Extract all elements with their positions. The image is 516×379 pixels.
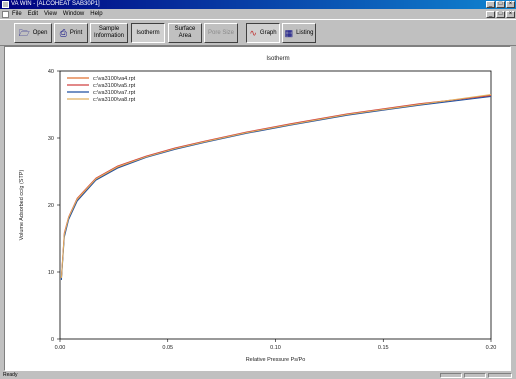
series-line-3 — [60, 96, 492, 281]
chart-title: Isotherm — [266, 56, 289, 62]
plot-frame — [59, 70, 492, 340]
status-cell-2 — [464, 373, 486, 378]
series-line-1 — [60, 94, 492, 279]
title-bar: VA WIN - [ALCOHEAT SAB30P1] _ □ × — [0, 0, 516, 9]
menu-window[interactable]: Window — [62, 11, 85, 17]
mdi-close-button[interactable]: × — [506, 10, 515, 18]
graph-label: Graph — [259, 29, 277, 36]
y-tick-label: 20 — [48, 203, 54, 209]
listing-button[interactable]: ▦ Listing — [282, 23, 316, 43]
status-text: Ready — [3, 372, 18, 378]
status-cell-3 — [488, 373, 512, 378]
series-line-4 — [60, 94, 492, 279]
axis-ticks: 0.00 0.05 0.10 0.15 0.20 0 10 20 30 40 — [48, 69, 496, 351]
print-label: Print — [69, 29, 83, 36]
document-icon[interactable] — [2, 10, 9, 18]
menu-view[interactable]: View — [44, 11, 57, 17]
graph-icon: ∿ — [249, 27, 257, 38]
x-tick-label: 0.20 — [486, 345, 497, 351]
isotherm-label: Isotherm — [136, 29, 160, 36]
toolbar: 🗁 Open ⎙ Print Sample Information Isothe… — [0, 19, 516, 46]
window-title: VA WIN - [ALCOHEAT SAB30P1] — [11, 1, 100, 7]
y-tick-label: 0 — [51, 337, 54, 343]
mdi-restore-button[interactable]: □ — [496, 10, 505, 18]
isotherm-button[interactable]: Isotherm — [131, 23, 165, 43]
y-tick-label: 30 — [48, 136, 54, 142]
series-line-2 — [60, 95, 492, 278]
mdi-minimize-button[interactable]: _ — [486, 10, 495, 18]
surface-area-button[interactable]: Surface Area — [168, 23, 202, 43]
menu-bar: File Edit View Window Help _ □ × — [0, 9, 516, 19]
legend-label-3: c:\va3100\va7.rpt — [93, 90, 136, 96]
y-tick-label: 40 — [48, 69, 54, 75]
close-button[interactable]: × — [506, 1, 515, 8]
status-cell-1 — [440, 373, 462, 378]
sample-information-button[interactable]: Sample Information — [90, 23, 128, 43]
x-axis-label: Relative Pressure Ps/Po — [246, 357, 306, 363]
pore-size-button[interactable]: Pore Size — [204, 23, 238, 43]
open-label: Open — [32, 29, 48, 36]
graph-button[interactable]: ∿ Graph — [246, 23, 280, 43]
menu-file[interactable]: File — [12, 11, 22, 17]
isotherm-chart: Isotherm 0.00 0.05 0.10 0.15 0.20 0 10 20 30 40 c… — [19, 56, 496, 363]
surface-area-label: Surface Area — [174, 26, 196, 39]
x-tick-label: 0.15 — [378, 345, 389, 351]
open-folder-icon: 🗁 — [18, 27, 30, 38]
open-button[interactable]: 🗁 Open — [14, 23, 52, 43]
x-tick-label: 0.05 — [162, 345, 173, 351]
listing-grid-icon: ▦ — [284, 27, 294, 38]
menu-edit[interactable]: Edit — [27, 11, 39, 17]
legend-label-4: c:\va3100\va8.rpt — [93, 97, 136, 103]
app-icon[interactable] — [2, 1, 9, 8]
status-bar: Ready — [0, 372, 516, 379]
legend-label-2: c:\va3100\va5.rpt — [93, 83, 136, 89]
graph-window: Isotherm 0.00 0.05 0.10 0.15 0.20 0 10 20 30 40 c… — [4, 46, 511, 371]
y-tick-label: 10 — [48, 270, 54, 276]
legend-label-1: c:\va3100\va4.rpt — [93, 76, 136, 82]
maximize-button[interactable]: □ — [496, 1, 505, 8]
minimize-button[interactable]: _ — [486, 1, 495, 8]
y-axis-label: Volume Adsorbed cc/g (STP) — [19, 170, 25, 241]
x-tick-label: 0.00 — [55, 345, 66, 351]
print-button[interactable]: ⎙ Print — [54, 23, 88, 43]
listing-label: Listing — [296, 29, 314, 36]
series-group — [60, 94, 492, 281]
x-tick-label: 0.10 — [270, 345, 281, 351]
pore-size-label: Pore Size — [207, 29, 234, 36]
sample-information-label: Sample Information — [93, 26, 124, 39]
menu-help[interactable]: Help — [90, 11, 103, 17]
printer-icon: ⎙ — [59, 27, 67, 38]
legend: c:\va3100\va4.rptc:\va3100\va5.rptc:\va3… — [67, 76, 136, 103]
